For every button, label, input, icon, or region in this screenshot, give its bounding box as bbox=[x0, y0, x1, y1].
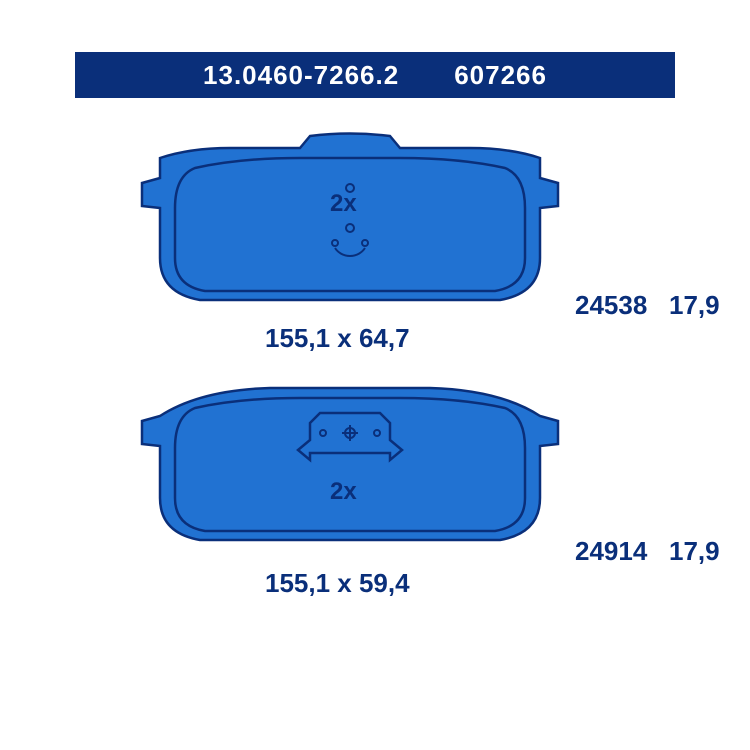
pad-lower-ref: 24914 17,9 bbox=[575, 536, 720, 567]
brake-pad-lower bbox=[140, 378, 560, 553]
header-bar: 13.0460-7266.2 607266 bbox=[75, 52, 675, 98]
pad-upper-thickness: 17,9 bbox=[669, 290, 720, 320]
pad-upper-ref-number: 24538 bbox=[575, 290, 647, 320]
pad-lower-thickness: 17,9 bbox=[669, 536, 720, 566]
catalog-number: 607266 bbox=[454, 60, 547, 91]
pad-lower-dimensions: 155,1 x 59,4 bbox=[265, 568, 410, 599]
pad-upper-quantity: 2x bbox=[330, 190, 357, 218]
pad-upper-ref: 24538 17,9 bbox=[575, 290, 720, 321]
pad-lower-ref-number: 24914 bbox=[575, 536, 647, 566]
part-number: 13.0460-7266.2 bbox=[203, 60, 399, 91]
pad-lower-quantity: 2x bbox=[330, 478, 357, 506]
brake-pad-upper bbox=[140, 128, 560, 313]
pad-upper-dimensions: 155,1 x 64,7 bbox=[265, 323, 410, 354]
diagram-area: 2x 155,1 x 64,7 24538 17,9 2x 155,1 x 59… bbox=[75, 98, 675, 618]
